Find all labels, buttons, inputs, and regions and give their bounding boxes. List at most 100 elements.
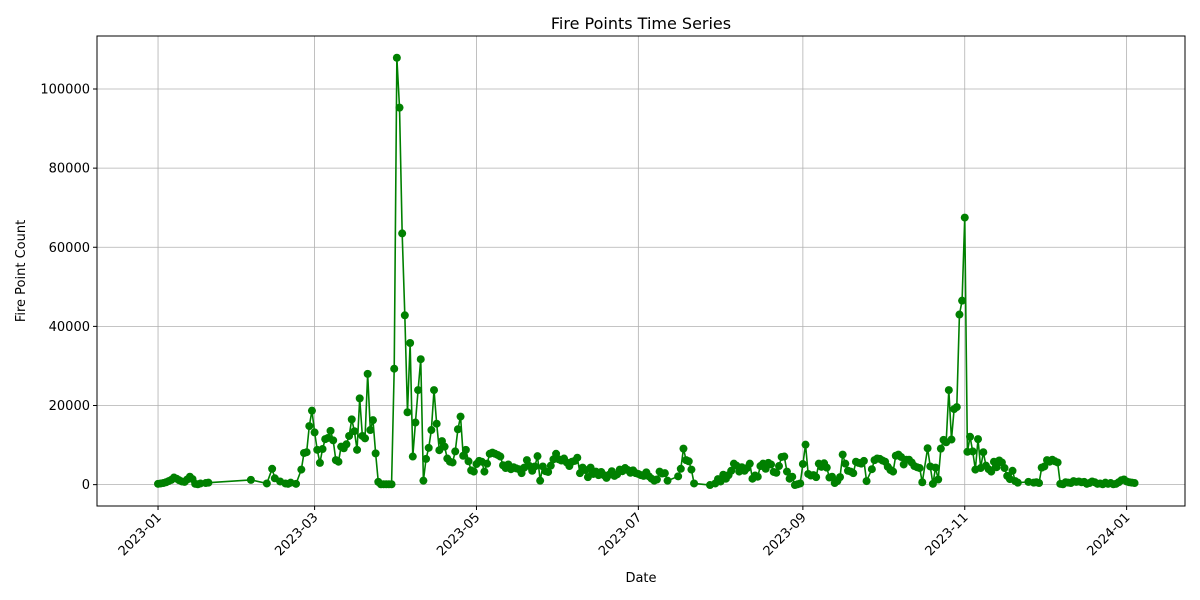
data-point [822, 463, 831, 472]
data-point [836, 473, 845, 482]
data-point [796, 479, 805, 488]
data-point [955, 310, 964, 319]
data-point [862, 477, 871, 486]
data-point [318, 445, 327, 454]
data-point [1013, 478, 1022, 487]
y-tick-label: 20000 [49, 399, 90, 414]
series-line [157, 56, 1135, 486]
data-point [451, 447, 460, 456]
y-tick-label: 100000 [40, 83, 90, 98]
data-point [788, 472, 797, 481]
data-point [782, 467, 791, 476]
data-point [841, 459, 850, 468]
y-tick-label: 40000 [49, 320, 90, 335]
data-point [1053, 458, 1062, 467]
data-point [387, 480, 396, 489]
data-point [958, 296, 967, 305]
data-point [849, 469, 858, 478]
data-point [305, 422, 314, 431]
data-point [480, 467, 489, 476]
data-point [469, 467, 478, 476]
data-point [416, 355, 425, 364]
data-point [302, 448, 311, 457]
data-point [674, 472, 683, 481]
data-point [292, 479, 301, 488]
data-point [947, 435, 956, 444]
chart-title: Fire Points Time Series [551, 14, 731, 33]
data-point [546, 461, 555, 470]
data-point [353, 445, 362, 454]
data-point [361, 434, 370, 443]
data-point [464, 457, 473, 466]
data-point [684, 457, 693, 466]
data-point [1000, 464, 1009, 473]
data-point [889, 467, 898, 476]
data-point [923, 444, 932, 453]
data-point [398, 229, 407, 238]
data-point [687, 465, 696, 474]
data-point [400, 311, 409, 320]
data-point [915, 464, 924, 473]
x-tick-label: 2023-01 [116, 510, 165, 559]
data-point [496, 452, 505, 461]
y-axis-label: Fire Point Count [14, 220, 29, 322]
data-point [371, 449, 380, 458]
data-point [530, 462, 539, 471]
data-point [968, 447, 977, 456]
data-point [440, 442, 449, 451]
data-point [342, 440, 351, 449]
data-point [262, 479, 271, 488]
data-point [936, 444, 945, 453]
grid-lines [97, 36, 1185, 506]
data-point [368, 416, 377, 425]
data-point [801, 440, 810, 449]
data-point [974, 435, 983, 444]
data-point [1130, 479, 1139, 488]
data-point [812, 473, 821, 482]
y-tick-label: 60000 [49, 241, 90, 256]
data-point [310, 428, 319, 437]
data-point [867, 465, 876, 474]
data-point [727, 466, 736, 475]
data-point [676, 464, 685, 473]
data-point [1008, 466, 1017, 475]
data-point [918, 478, 927, 487]
data-point [406, 339, 415, 347]
data-point [774, 462, 783, 471]
data-point [392, 53, 401, 62]
data-point [461, 445, 470, 454]
data-point [934, 475, 943, 484]
data-point [966, 432, 975, 441]
data-point [390, 364, 399, 373]
x-axis: 2023-01 2023-03 2023-05 2023-07 2023-09 2023-… [116, 506, 1133, 559]
x-axis-label: Date [625, 571, 656, 586]
data-point [395, 103, 404, 112]
data-point [931, 463, 940, 472]
y-tick-label: 80000 [49, 162, 90, 177]
data-point [536, 476, 545, 485]
data-point [430, 386, 439, 395]
data-point [355, 394, 364, 403]
data-point [350, 427, 359, 436]
x-tick-label: 2024-01 [1084, 510, 1133, 559]
series-layer [154, 53, 1139, 490]
data-point [952, 403, 961, 412]
y-tick-label: 0 [82, 478, 90, 493]
data-point [345, 431, 354, 440]
data-point [307, 406, 316, 415]
data-point [408, 452, 417, 461]
data-point [690, 479, 699, 488]
data-point [246, 475, 255, 484]
data-point [297, 465, 306, 474]
x-tick-label: 2023-05 [434, 510, 483, 559]
data-point [453, 425, 462, 434]
x-tick-label: 2023-11 [923, 510, 972, 559]
data-point [419, 476, 428, 485]
data-point [944, 386, 953, 395]
data-point [411, 418, 420, 427]
data-point [544, 467, 553, 476]
data-point [828, 472, 837, 481]
data-point [798, 460, 807, 469]
data-point [533, 452, 542, 461]
